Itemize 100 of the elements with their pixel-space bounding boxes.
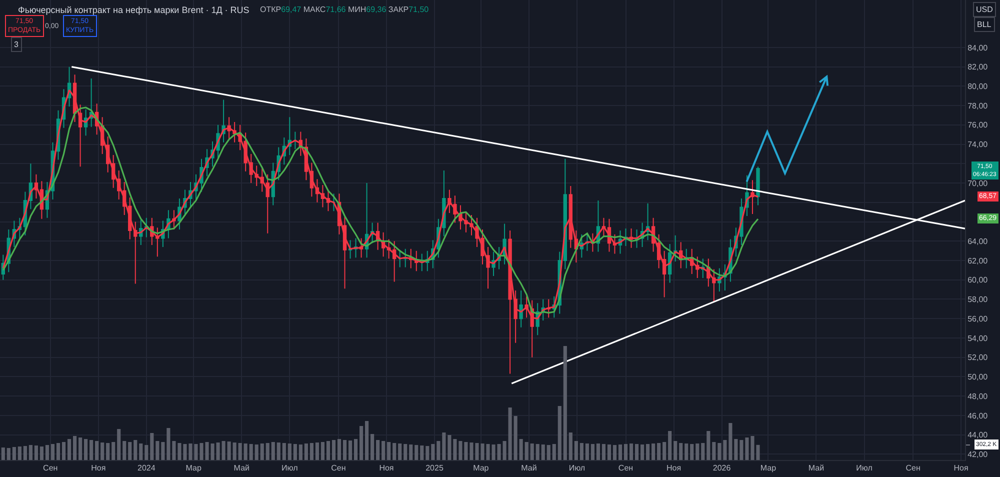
bar bbox=[365, 421, 369, 460]
bar bbox=[298, 444, 302, 460]
bar bbox=[624, 444, 628, 460]
bar bbox=[90, 440, 94, 460]
bar bbox=[28, 445, 32, 460]
y-tick-label: 76,00 bbox=[968, 120, 988, 130]
bar bbox=[536, 444, 540, 460]
candlestick bbox=[448, 189, 452, 214]
bar bbox=[62, 442, 66, 460]
candlestick bbox=[348, 240, 352, 260]
candlestick bbox=[260, 168, 264, 192]
candlestick bbox=[756, 166, 760, 206]
y-tick-label: 54,00 bbox=[968, 334, 988, 343]
bar bbox=[6, 448, 10, 460]
x-tick-label: 2024 bbox=[138, 464, 156, 473]
bar bbox=[23, 446, 27, 460]
x-tick-label: 2026 bbox=[712, 464, 732, 473]
y-tick-label: 42,00 bbox=[968, 450, 988, 459]
x-tick-label: Мар bbox=[186, 464, 202, 473]
bar bbox=[508, 408, 512, 460]
bar bbox=[541, 444, 545, 460]
annotation: ОТКР69,47 МАКС71,66 МИН69,36 ЗАКР71,50 bbox=[260, 5, 430, 14]
text: BLL bbox=[977, 20, 992, 29]
bar bbox=[84, 439, 88, 460]
bar bbox=[629, 444, 634, 460]
x-tick-label: Ноя bbox=[666, 464, 682, 473]
bar bbox=[78, 438, 82, 460]
bar bbox=[453, 439, 457, 460]
bar bbox=[696, 444, 700, 460]
bar bbox=[72, 436, 77, 460]
x-tick-label: Ноя bbox=[379, 464, 394, 473]
bar bbox=[128, 442, 132, 460]
candlestick bbox=[464, 212, 468, 233]
bar bbox=[348, 440, 352, 460]
bar bbox=[161, 442, 165, 460]
bar bbox=[95, 441, 99, 460]
x-tick-label: Мар bbox=[760, 464, 777, 473]
bar bbox=[288, 444, 292, 460]
candlestick bbox=[602, 217, 606, 237]
bar bbox=[574, 441, 578, 460]
candlestick bbox=[696, 256, 700, 278]
y-tick-label: 52,00 bbox=[968, 353, 988, 362]
bar bbox=[701, 443, 705, 460]
bar bbox=[448, 435, 452, 460]
candlestick bbox=[172, 210, 176, 230]
y-tick-label: 50,00 bbox=[968, 372, 988, 382]
bar bbox=[690, 444, 694, 460]
y-tick-label: 80,00 bbox=[968, 82, 988, 91]
bar bbox=[607, 444, 612, 460]
bar bbox=[18, 446, 22, 460]
candlestick bbox=[750, 180, 754, 215]
bar bbox=[387, 442, 391, 460]
bar bbox=[271, 442, 275, 460]
bar bbox=[337, 439, 342, 460]
bar bbox=[342, 440, 347, 460]
bar bbox=[634, 444, 639, 460]
candlestick bbox=[712, 268, 716, 303]
y-tick-label: 70,00 bbox=[968, 178, 988, 188]
candlestick bbox=[249, 153, 253, 184]
bar bbox=[502, 441, 506, 460]
y-tick-label: 60,00 bbox=[968, 276, 988, 285]
candlestick bbox=[706, 258, 710, 288]
bar bbox=[50, 444, 55, 460]
candlestick bbox=[320, 184, 325, 208]
bar bbox=[260, 444, 264, 460]
candlestick bbox=[453, 195, 457, 224]
y-tick-label: 78,00 bbox=[968, 101, 988, 110]
x-tick-label: Мар bbox=[473, 464, 490, 473]
bar bbox=[222, 441, 226, 460]
candlestick bbox=[266, 174, 270, 234]
candlestick bbox=[386, 238, 391, 260]
bar bbox=[326, 441, 330, 460]
candlestick bbox=[612, 234, 617, 254]
candlestick bbox=[78, 104, 82, 168]
candlestick bbox=[134, 221, 138, 284]
bar bbox=[580, 443, 584, 460]
bar bbox=[249, 444, 253, 460]
bar bbox=[657, 443, 661, 460]
y-tick-label: 64,00 bbox=[968, 236, 988, 246]
bar bbox=[552, 444, 556, 460]
bar bbox=[668, 431, 672, 460]
bar bbox=[674, 441, 678, 460]
candlestick bbox=[227, 116, 231, 140]
annotation: 3 bbox=[14, 40, 19, 49]
x-tick-label: Ноя bbox=[954, 464, 968, 473]
y-tick-label: 74,00 bbox=[968, 140, 988, 150]
bar bbox=[602, 444, 606, 460]
bar bbox=[414, 445, 418, 460]
bar bbox=[530, 444, 534, 460]
bar bbox=[354, 439, 358, 460]
bar bbox=[679, 443, 683, 460]
candlestick bbox=[470, 214, 474, 236]
candlestick bbox=[232, 122, 236, 143]
bar bbox=[100, 442, 104, 460]
x-tick-label: Ноя bbox=[91, 464, 106, 473]
x-tick-label: Июл bbox=[282, 464, 298, 473]
bar bbox=[524, 442, 528, 460]
bar bbox=[728, 423, 732, 460]
bar bbox=[106, 443, 110, 460]
candlestick bbox=[409, 248, 413, 269]
